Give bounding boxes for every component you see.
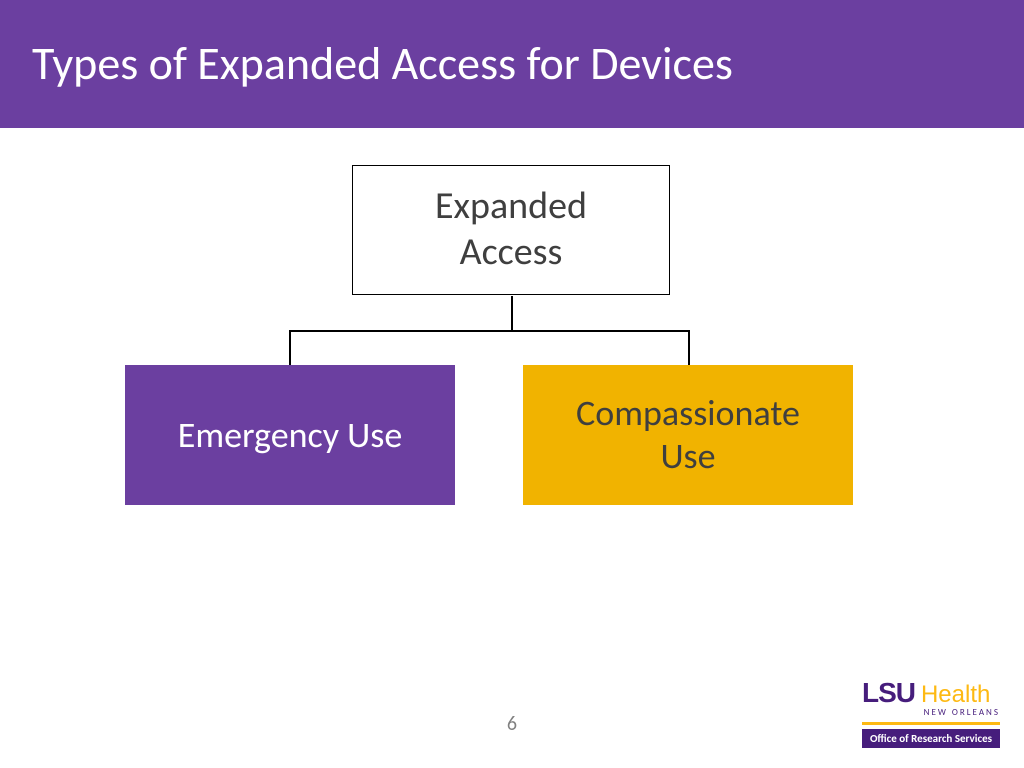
connector-horizontal xyxy=(289,330,689,332)
slide-title: Types of Expanded Access for Devices xyxy=(32,36,733,92)
root-node-expanded-access: ExpandedAccess xyxy=(352,165,670,295)
child-node-emergency-use: Emergency Use xyxy=(125,365,455,505)
child-left-label: Emergency Use xyxy=(178,413,403,457)
connector-vertical-left xyxy=(289,330,291,365)
logo-divider-bar xyxy=(862,722,1000,725)
logo-lsu-text: LSU xyxy=(862,677,915,709)
logo-main-line: LSU Health xyxy=(862,677,1000,709)
logo-health-text: Health xyxy=(921,681,990,709)
logo-office-label: Office of Research Services xyxy=(862,729,1000,748)
connector-vertical-top xyxy=(511,296,513,331)
child-right-label: CompassionateUse xyxy=(576,392,800,478)
child-node-compassionate-use: CompassionateUse xyxy=(523,365,853,505)
footer-logo: LSU Health NEW ORLEANS Office of Researc… xyxy=(862,677,1000,748)
root-node-label: ExpandedAccess xyxy=(435,184,587,275)
org-chart-diagram: ExpandedAccess Emergency Use Compassiona… xyxy=(0,165,1024,565)
slide-header: Types of Expanded Access for Devices xyxy=(0,0,1024,128)
page-number: 6 xyxy=(507,712,517,736)
connector-vertical-right xyxy=(688,330,690,365)
